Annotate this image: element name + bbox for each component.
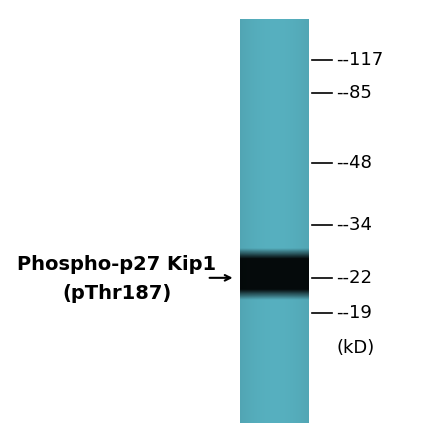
Text: --48: --48 [337, 154, 373, 172]
Text: --34: --34 [337, 216, 373, 234]
Text: --19: --19 [337, 304, 373, 322]
Text: --22: --22 [337, 269, 373, 287]
Text: --117: --117 [337, 51, 384, 68]
Text: --85: --85 [337, 84, 373, 101]
Text: (kD): (kD) [337, 340, 375, 357]
Text: (pThr187): (pThr187) [62, 284, 171, 303]
Text: Phospho-p27 Kip1: Phospho-p27 Kip1 [17, 255, 216, 274]
